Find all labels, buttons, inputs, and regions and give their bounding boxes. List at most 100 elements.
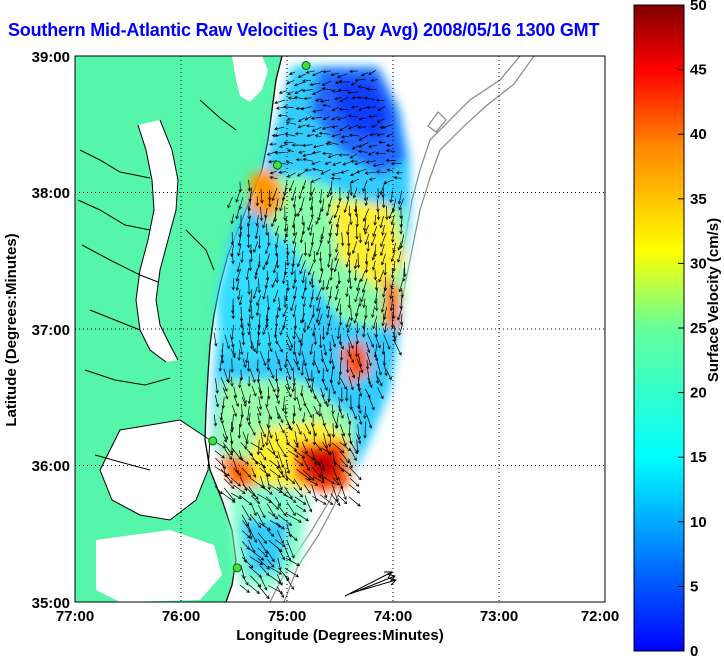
velocity-arrow [292, 304, 297, 318]
velocity-arrow [274, 198, 279, 212]
velocity-arrow [312, 457, 321, 466]
velocity-arrow [260, 432, 265, 448]
velocity-arrow [354, 205, 359, 218]
velocity-arrow [277, 546, 285, 561]
velocity-arrow [267, 386, 271, 400]
velocity-arrow [368, 114, 378, 119]
velocity-arrow [230, 421, 234, 434]
velocity-arrow [372, 163, 385, 168]
velocity-arrow [264, 208, 268, 219]
velocity-arrow [267, 232, 271, 247]
velocity-arrow [339, 140, 349, 144]
velocity-arrow [265, 406, 273, 420]
velocity-arrow [300, 106, 312, 111]
velocity-arrow [358, 386, 363, 397]
y-tick-label: 39:00 [32, 49, 70, 66]
velocity-arrow [312, 70, 323, 77]
velocity-arrow [269, 367, 275, 379]
velocity-arrow [312, 250, 317, 264]
velocity-arrow [235, 205, 241, 220]
velocity-arrow [331, 115, 339, 121]
velocity-arrow [356, 433, 362, 445]
velocity-arrow [386, 133, 394, 138]
velocity-arrow [288, 71, 296, 76]
velocity-arrow [303, 96, 312, 101]
velocity-arrow [297, 117, 305, 122]
velocity-arrow [350, 105, 359, 109]
velocity-arrow [318, 131, 331, 136]
velocity-arrow [314, 394, 322, 408]
velocity-arrow [258, 522, 272, 531]
velocity-arrow [248, 259, 253, 272]
velocity-arrow [238, 378, 242, 389]
velocity-arrow [350, 81, 358, 86]
velocity-arrow [283, 141, 294, 145]
velocity-arrow [308, 187, 315, 202]
velocity-arrow [336, 73, 348, 79]
velocity-arrow [372, 225, 378, 237]
velocity-arrow [257, 324, 261, 336]
colorbar-tick-label: 5 [690, 578, 698, 595]
velocity-arrow [255, 359, 260, 373]
velocity-arrow [362, 180, 368, 192]
velocity-arrow [349, 467, 362, 481]
velocity-arrow [262, 287, 267, 300]
velocity-arrow [327, 252, 331, 268]
plot-frame [74, 55, 606, 603]
velocity-arrow [326, 140, 339, 145]
velocity-arrow [304, 423, 311, 435]
velocity-arrow [371, 306, 375, 319]
velocity-arrow [304, 495, 313, 513]
velocity-arrow [388, 205, 396, 220]
velocity-arrow [267, 565, 283, 575]
velocity-arrow [363, 96, 375, 100]
velocity-arrow [347, 270, 351, 284]
velocity-arrow [268, 159, 277, 164]
velocity-arrow [358, 403, 362, 415]
velocity-arrow [265, 430, 270, 446]
velocity-arrow [296, 171, 306, 177]
velocity-arrow [281, 187, 287, 202]
velocity-arrow [249, 556, 264, 565]
velocity-arrow [339, 340, 344, 350]
velocity-arrow [321, 280, 325, 291]
velocity-arrow [223, 478, 235, 490]
velocity-arrow [284, 385, 292, 398]
velocity-arrow [310, 205, 314, 219]
velocity-arrow [266, 475, 271, 491]
velocity-arrow [325, 142, 332, 146]
velocity-arrow [397, 307, 403, 321]
velocity-arrow [247, 412, 251, 426]
velocity-arrow [310, 289, 315, 301]
velocity-arrow [301, 394, 307, 407]
velocity-arrow [285, 121, 297, 125]
velocity-arrow [301, 441, 308, 455]
velocity-arrow [253, 241, 259, 253]
velocity-arrow [249, 513, 262, 529]
velocity-arrow [329, 379, 336, 395]
velocity-arrow [367, 144, 378, 149]
velocity-arrow [283, 105, 294, 109]
velocity-arrow [322, 69, 331, 74]
velocity-arrow [355, 322, 360, 334]
velocity-arrow [335, 79, 342, 84]
velocity-arrow [330, 493, 341, 507]
velocity-arrow [369, 132, 379, 137]
velocity-arrow [366, 241, 370, 253]
velocity-arrow [335, 224, 339, 237]
velocity-arrow [286, 117, 295, 121]
velocity-arrow [303, 276, 308, 292]
x-tick-label: 73:00 [480, 608, 518, 625]
velocity-arrow [331, 404, 335, 415]
velocity-arrow [336, 198, 342, 209]
velocity-arrow [302, 157, 313, 162]
velocity-arrow [256, 295, 262, 306]
velocity-arrow [233, 484, 246, 494]
velocity-arrow [340, 169, 349, 174]
velocity-arrow [348, 133, 360, 137]
velocity-arrow [236, 262, 241, 273]
velocity-arrow [360, 289, 366, 303]
velocity-arrow [284, 132, 296, 137]
velocity-arrow [307, 262, 314, 276]
